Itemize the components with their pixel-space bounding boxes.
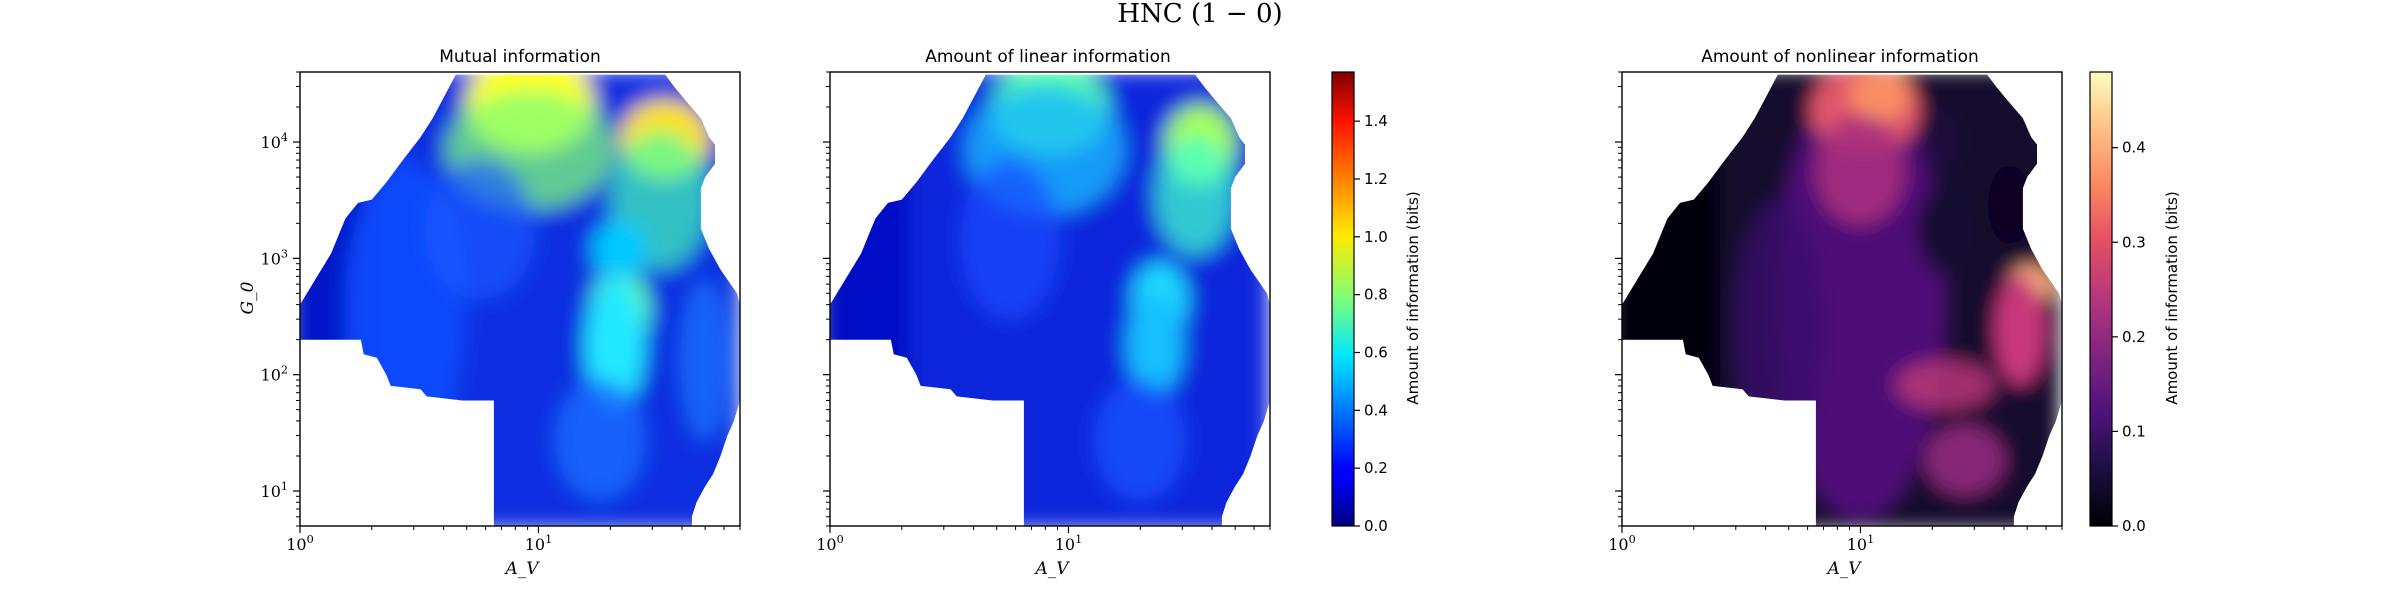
x-axis-label: A_V [1033, 559, 1070, 579]
panel-title: Amount of nonlinear information [1701, 47, 1979, 67]
x-tick-label: 101 [525, 533, 552, 554]
x-tick-label: 100 [1608, 533, 1635, 554]
heatmap-linear-information [830, 74, 1270, 526]
panel-title: Mutual information [439, 47, 601, 67]
colorbar-tick-label: 0.4 [1364, 401, 1388, 419]
colorbar-magma: 0.0 0.1 0.2 0.3 0.4 Amount of information (b… [2089, 71, 2181, 535]
colorbar-tick-label: 1.0 [1364, 228, 1388, 246]
colorbar-ticks: 0.0 0.1 0.2 0.3 0.4 [2112, 139, 2146, 535]
axis-ticks: 100 101 [816, 71, 1271, 554]
colorbar-tick-label: 0.2 [1364, 459, 1388, 477]
colorbar-tick-label: 0.6 [1364, 343, 1388, 361]
colorbar-gradient [2089, 71, 2113, 527]
y-tick-label: 101 [261, 480, 288, 501]
colorbar-tick-label: 0.0 [2122, 517, 2146, 535]
heatmap-mutual-information [300, 74, 740, 526]
panel-mutual-information: Mutual information 100 101 101 102 103 104 A_… [238, 47, 741, 579]
y-tick-label: 102 [261, 364, 288, 385]
colorbar-tick-label: 0.2 [2122, 328, 2146, 346]
colorbar-jet: 0.0 0.2 0.4 0.6 0.8 1.0 1.2 1.4 Amount of infor… [1331, 71, 1422, 535]
y-axis-label: G_0 [238, 281, 258, 314]
colorbar-label: Amount of information (bits) [2163, 191, 2181, 404]
axes-frame [829, 71, 1271, 527]
panel-nonlinear-information: Amount of nonlinear information 100 101 [1608, 47, 2063, 579]
colorbar-tick-label: 0.1 [2122, 422, 2146, 440]
y-tick-label: 104 [261, 131, 288, 152]
axes-frame [1621, 71, 2063, 527]
colorbar-tick-label: 0.0 [1364, 517, 1388, 535]
colorbar-tick-label: 0.3 [2122, 233, 2146, 251]
x-axis-label: A_V [503, 559, 540, 579]
colorbar-tick-label: 1.4 [1364, 112, 1388, 130]
x-tick-label: 101 [1847, 533, 1874, 554]
x-tick-label: 100 [286, 533, 313, 554]
suptitle: HNC (1 − 0) [1117, 0, 1282, 29]
heatmap-nonlinear-information [1622, 74, 2060, 526]
colorbar-label: Amount of information (bits) [1404, 191, 1422, 404]
colorbar-tick-label: 0.4 [2122, 139, 2146, 157]
colorbar-tick-label: 0.8 [1364, 286, 1388, 304]
colorbar-tick-label: 1.2 [1364, 170, 1388, 188]
y-tick-label: 103 [261, 247, 288, 268]
panel-title: Amount of linear information [925, 47, 1171, 67]
x-tick-label: 101 [1055, 533, 1082, 554]
x-axis-label: A_V [1825, 559, 1862, 579]
colorbar-ticks: 0.0 0.2 0.4 0.6 0.8 1.0 1.2 1.4 [1354, 112, 1388, 535]
panel-linear-information: Amount of linear information 100 101 A_V [816, 47, 1271, 579]
colorbar-gradient [1331, 71, 1355, 527]
axes-frame [299, 71, 741, 527]
x-tick-label: 100 [816, 533, 843, 554]
